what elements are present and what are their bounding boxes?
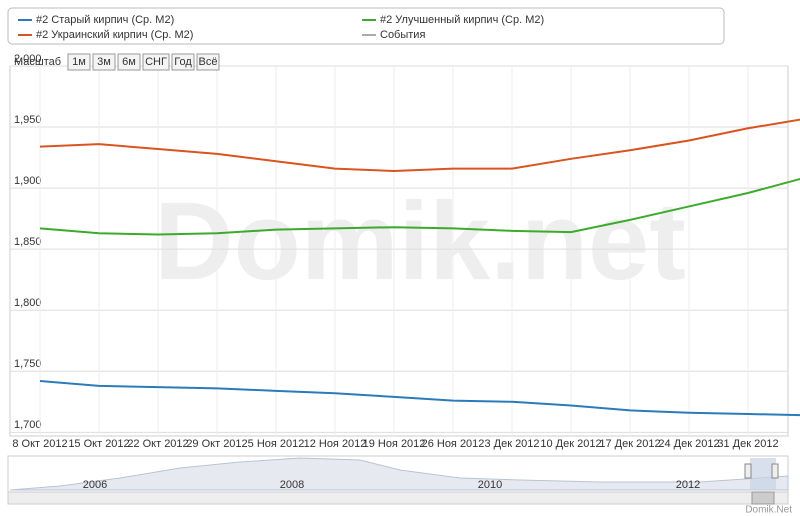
x-tick-label: 15 Окт 2012 (68, 438, 129, 450)
navigator-year: 2008 (280, 479, 304, 491)
navigator-year: 2012 (676, 479, 700, 491)
series-line (39, 177, 800, 236)
range-button-label[interactable]: 1м (72, 56, 86, 68)
range-button[interactable] (92, 53, 116, 71)
watermark: Domik.net (154, 180, 686, 303)
scrollbar-thumb[interactable] (751, 491, 775, 505)
range-button[interactable] (196, 53, 220, 71)
x-tick-label: 26 Ноя 2012 (422, 438, 485, 450)
x-tick-label: 17 Дек 2012 (599, 438, 660, 450)
x-tick-label: 10 Дек 2012 (540, 438, 601, 450)
series-line (39, 380, 800, 417)
range-button[interactable] (142, 53, 170, 71)
y-tick-label: 1,800 (14, 297, 42, 309)
x-tick-label: 22 Окт 2012 (127, 438, 188, 450)
x-tick-label: 3 Дек 2012 (484, 438, 539, 450)
range-label: Масштаб (14, 56, 61, 68)
range-button[interactable] (117, 53, 141, 71)
plot-area (9, 65, 789, 437)
legend-label: #2 Украинский кирпич (Ср. М2) (36, 29, 193, 41)
navigator-handle[interactable] (744, 463, 752, 479)
x-tick-label: 5 Ноя 2012 (248, 438, 305, 450)
navigator-handle[interactable] (771, 463, 779, 479)
x-tick-label: 29 Окт 2012 (186, 438, 247, 450)
y-tick-label: 2,000 (14, 53, 42, 65)
scrollbar[interactable] (7, 491, 789, 505)
legend-label: События (380, 29, 425, 41)
range-button[interactable] (171, 53, 195, 71)
range-button-label[interactable]: 6м (122, 56, 136, 68)
navigator-year: 2006 (83, 479, 107, 491)
legend-label: #2 Старый кирпич (Ср. М2) (36, 14, 174, 26)
range-button-label[interactable]: Всё (199, 56, 218, 68)
x-tick-label: 8 Окт 2012 (12, 438, 67, 450)
range-button[interactable] (67, 53, 91, 71)
y-tick-label: 1,850 (14, 236, 42, 248)
y-tick-label: 1,750 (14, 358, 42, 370)
legend-box (7, 7, 725, 45)
legend-label: #2 Улучшенный кирпич (Ср. М2) (380, 14, 544, 26)
y-tick-label: 1,900 (14, 175, 42, 187)
x-tick-label: 12 Ноя 2012 (304, 438, 367, 450)
range-button-label[interactable]: СНГ (145, 56, 167, 68)
range-button-label[interactable]: Год (174, 56, 192, 68)
credit: Domik.Net (745, 505, 792, 516)
series-line (39, 118, 800, 173)
y-tick-label: 1,700 (14, 419, 42, 431)
x-tick-label: 31 Дек 2012 (717, 438, 778, 450)
navigator-year: 2010 (478, 479, 502, 491)
y-tick-label: 1,950 (14, 114, 42, 126)
x-tick-label: 24 Дек 2012 (658, 438, 719, 450)
range-button-label[interactable]: 3м (97, 56, 111, 68)
x-tick-label: 19 Ноя 2012 (363, 438, 426, 450)
